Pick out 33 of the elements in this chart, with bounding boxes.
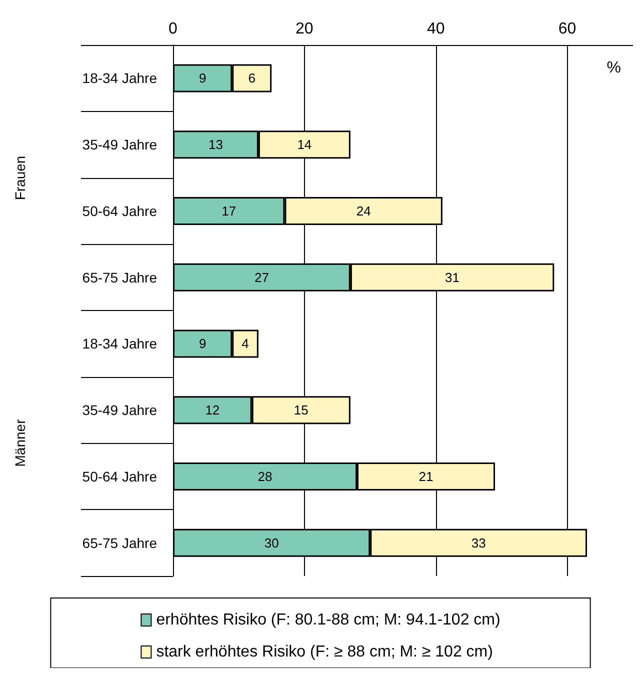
data-label: 6 (248, 70, 256, 86)
text: Männer (12, 418, 28, 467)
data-label: 28 (258, 468, 272, 484)
data-label: 9 (198, 336, 206, 352)
data-label: 13 (208, 137, 223, 152)
data-label: 15 (294, 402, 308, 418)
data-label: 12 (205, 402, 220, 418)
data-label: 21 (418, 468, 434, 484)
y-tick-label: 18-34 Jahre (82, 336, 158, 352)
y-tick-label: 50-64 Jahre (82, 468, 158, 484)
data-label: 33 (471, 535, 486, 550)
y-tick-label: 35-49 Jahre (82, 402, 158, 418)
x-tick-label: 0 (168, 20, 178, 38)
data-label: 30 (264, 535, 279, 550)
data-label: 24 (356, 203, 371, 218)
y-tick-label: 35-49 Jahre (82, 136, 158, 153)
data-label: 27 (254, 270, 269, 285)
legend-label: stark erhöhtes Risiko (F: ≥ 88 cm; M: ≥ 102 cm) (156, 644, 493, 660)
data-label: 17 (222, 203, 236, 218)
text: Frauen (12, 156, 28, 200)
y-tick-label: 65-75 Jahre (82, 269, 158, 286)
x-tick-label: 40 (426, 20, 445, 38)
y-tick-label: 50-64 Jahre (82, 202, 158, 219)
data-label: 14 (297, 137, 312, 152)
data-label: 31 (445, 270, 460, 285)
data-label: 9 (198, 70, 206, 86)
x-tick-label: 60 (558, 20, 576, 38)
legend-label: erhöhtes Risiko (F: 80.1-88 cm; M: 94.1-102 cm) (156, 612, 500, 628)
data-label: 4 (242, 336, 249, 352)
y-tick-label: 18-34 Jahre (82, 70, 158, 86)
y-tick-label: 65-75 Jahre (82, 534, 158, 551)
x-tick-label: 20 (296, 20, 314, 38)
annotation: % (606, 60, 622, 76)
